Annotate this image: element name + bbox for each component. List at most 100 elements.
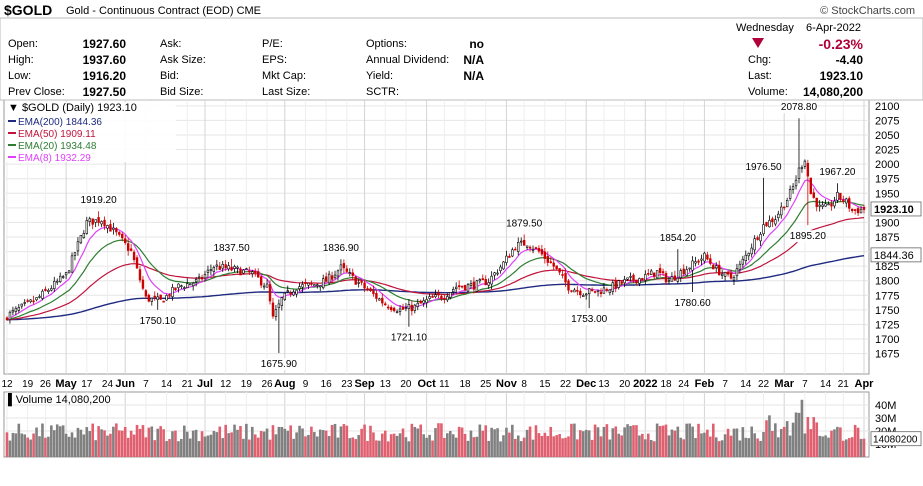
candle-body [709,258,712,264]
volume-bar [738,440,742,457]
volume-bar [200,431,204,457]
volume-last-label: 14080200 [873,435,918,446]
y-tick-label: 1875 [875,232,899,244]
candle-body [487,282,490,286]
x-tick-label: 14 [740,379,752,390]
volume-bar [753,433,756,457]
candle-body [97,217,100,223]
candle-body [576,290,579,292]
volume-bar [567,436,570,457]
candle-body [564,272,567,283]
volume-bar [212,430,216,457]
volume-bar [44,437,47,457]
volume-bar [750,426,754,457]
candle-body [723,272,727,277]
candle-body [407,304,411,309]
volume-bar [809,429,813,457]
candle-body [53,281,56,289]
candle-body [44,288,47,291]
candle-body [254,271,257,273]
price-label: 1967.20 [819,167,856,178]
candle-body [774,219,777,225]
candle-body [537,248,541,252]
candle-body [115,228,118,233]
candle-body [259,276,263,286]
volume-bar [395,435,399,457]
candle-body [443,297,446,300]
volume-bar [188,438,192,457]
candle-body [842,199,845,202]
volume-bar [593,424,597,457]
volume-bar [555,435,558,457]
candle-body [759,234,762,242]
volume-bar [771,431,774,457]
y-tick-label: 2025 [875,145,899,157]
volume-bar [277,426,281,457]
candle-body [29,299,32,302]
price-label-bg [572,313,607,326]
volume-bar [360,428,363,457]
volume-bar [180,438,183,457]
candle-body [262,285,266,288]
candle-body [478,279,482,282]
candle-body [850,208,854,212]
quote-box [0,17,923,101]
candle-body [700,258,703,261]
quote-label: Prev Close: [8,86,65,98]
down-arrow-icon [752,38,764,48]
volume-bar [248,439,251,457]
candle-body [525,245,529,248]
volume-bar [499,441,502,457]
volume-bar [785,421,789,457]
x-tick-label: Jun [115,378,135,390]
volume-bar [47,436,50,457]
quote-label: Mkt Cap: [262,70,307,82]
candle-body [744,254,747,262]
quote-label: Low: [8,70,32,82]
candle-body [428,296,431,299]
candle-body [472,281,476,290]
candle-body [221,263,224,269]
candle-body [168,294,171,297]
candle-body [333,274,337,279]
candle-body [233,266,236,269]
candle-body [582,295,585,297]
candle-body [360,280,363,283]
x-tick-label: 11 [439,379,450,390]
x-tick-label: 25 [480,379,492,390]
price-label: 1895.20 [790,231,827,242]
volume-bar [596,427,600,457]
volume-bar [463,433,467,457]
x-tick-label: 20 [400,379,412,390]
candle-body [573,289,576,293]
quote-value: N/A [463,53,484,67]
volume-bar [620,435,623,457]
volume-bar [667,435,671,457]
volume-bar [327,436,331,457]
volume-bar [682,439,686,457]
volume-bar [233,424,236,457]
right-value-label: 1844.36 [874,250,914,262]
candle-body [218,265,221,270]
volume-bar [17,423,21,457]
candle-body [803,160,807,167]
volume-bar [700,433,703,457]
brand-label[interactable]: © StockCharts.com [820,5,915,17]
candle-body [289,292,292,295]
volume-bar [664,424,668,457]
volume-bar [443,437,446,457]
volume-bar [673,430,677,457]
candle-body [5,317,9,321]
price-label: 1836.90 [323,243,360,254]
candle-body [286,290,289,292]
volume-bar [611,428,615,457]
candle-body [224,264,227,269]
candle-body [61,276,65,278]
price-label-bg [820,166,855,179]
candle-body [605,289,609,291]
volume-bar [5,432,9,457]
volume-bar [688,423,691,457]
y-tick-label: 1775 [875,290,899,302]
candle-body [490,275,493,285]
candle-body [522,239,526,246]
